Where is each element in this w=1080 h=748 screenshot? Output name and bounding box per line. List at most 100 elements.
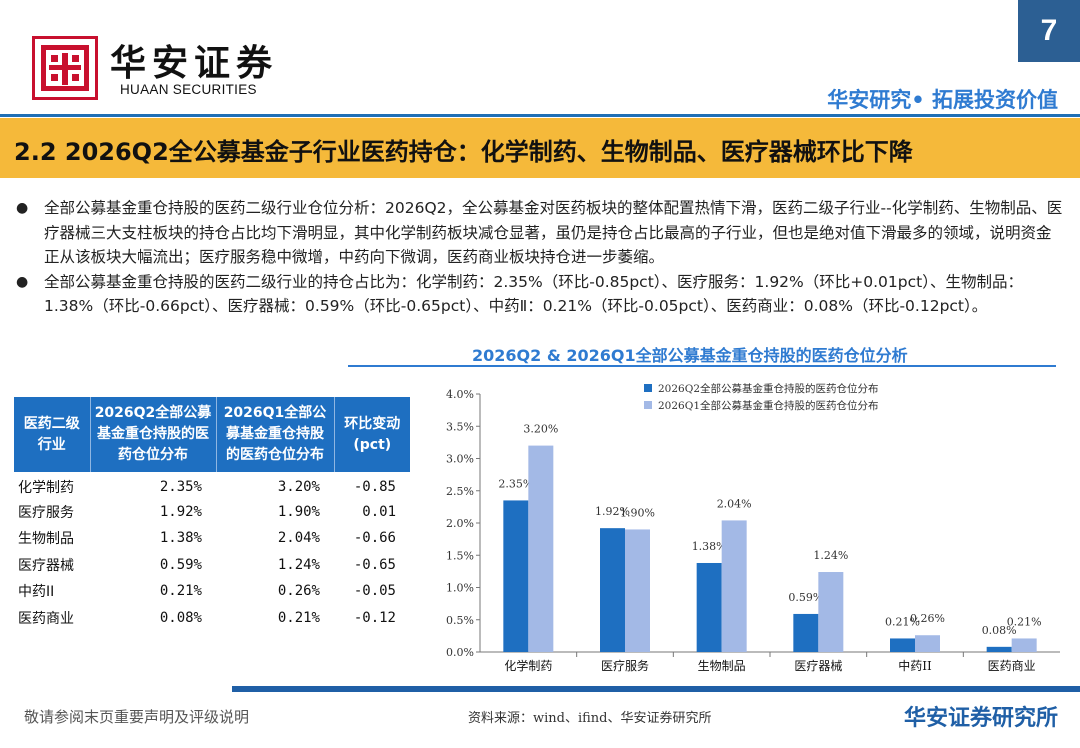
table-cell-industry: 中药II (18, 584, 55, 601)
y-tick-label: 4.0% (446, 388, 474, 401)
table-header-row: 医药二级行业 2026Q2全部公募基金重仓持股的医药仓位分布 2026Q1全部公… (14, 397, 410, 472)
table-cell-industry: 化学制药 (18, 480, 74, 497)
legend-label: 2026Q2全部公募基金重仓持股的医药仓位分布 (658, 382, 879, 395)
table-cell-value: -0.65 (353, 556, 396, 573)
chart-bar (890, 638, 915, 652)
table-cell-value: 0.08% (159, 609, 202, 626)
chart-bar (528, 445, 554, 652)
bar-value-label: 3.20% (523, 423, 558, 436)
bar-value-label: 0.26% (910, 612, 945, 625)
table-cell-value: 0.21% (277, 609, 320, 626)
bullet-list: ● 全部公募基金重仓持股的医药二级行业仓位分析：2026Q2，全公募基金对医药板… (14, 196, 1066, 319)
table-cell-value: 1.90% (277, 503, 320, 520)
bullet-dot-icon: ● (16, 200, 29, 216)
table-cell-value: 2.04% (277, 530, 320, 547)
y-tick-label: 0.5% (446, 614, 474, 627)
brand-name-en: HUAAN SECURITIES (120, 82, 257, 97)
x-category-label: 中药II (898, 658, 932, 673)
bar-value-label: 0.59% (788, 591, 823, 604)
x-category-label: 医疗服务 (601, 658, 649, 673)
bar-value-label: 2.04% (717, 497, 752, 510)
bar-value-label: 0.08% (982, 624, 1017, 637)
bullet-dot-icon: ● (16, 273, 29, 290)
table-cell-value: 1.92% (159, 503, 202, 520)
chart-title: 2026Q2 & 2026Q1全部公募基金重仓持股的医药仓位分析 (472, 346, 908, 365)
table-row: 生物制品 1.38% 2.04% -0.66 (14, 525, 410, 552)
table-cell-value: -0.85 (353, 479, 396, 496)
chart-bar (986, 646, 1012, 652)
chart-bar (503, 500, 529, 652)
header-divider (0, 114, 1080, 117)
chart-bar (818, 572, 844, 652)
bullet-item: ● 全部公募基金重仓持股的医药二级行业的持仓占比为：化学制药：2.35%（环比-… (14, 270, 1066, 319)
table-cell-value: 2.35% (159, 479, 202, 496)
table-cell-value: 0.26% (277, 583, 320, 600)
bar-value-label: 2.35% (498, 477, 533, 490)
chart-bar (1011, 638, 1037, 652)
table-cell-industry: 医药商业 (18, 610, 74, 627)
y-tick-label: 0.0% (446, 646, 474, 659)
chart-bar (915, 635, 940, 652)
footer-org: 华安证券研究所 (903, 706, 1058, 731)
chart-bar (793, 613, 819, 652)
legend-label: 2026Q1全部公募基金重仓持股的医药仓位分布 (658, 399, 879, 412)
table-row: 医疗服务 1.92% 1.90% 0.01 (14, 499, 410, 526)
y-tick-label: 3.5% (446, 420, 474, 433)
table-cell-value: 0.21% (159, 583, 202, 600)
footer-divider (232, 686, 1080, 692)
bar-value-label: 0.21% (1007, 615, 1042, 628)
section-title-band: 2.2 2026Q2全公募基金子行业医药持仓：化学制药、生物制品、医疗器械环比下… (0, 118, 1080, 178)
x-category-label: 化学制药 (504, 658, 552, 673)
bar-value-label: 0.21% (885, 615, 920, 628)
y-tick-label: 2.5% (446, 485, 474, 498)
y-tick-label: 3.0% (446, 453, 474, 466)
company-logo (32, 36, 98, 100)
section-title: 2.2 2026Q2全公募基金子行业医药持仓：化学制药、生物制品、医疗器械环比下… (14, 138, 913, 166)
chart-bar (625, 529, 650, 652)
bar-value-label: 1.90% (620, 506, 655, 519)
bar-value-label: 1.38% (692, 540, 727, 553)
position-table: 医药二级行业 2026Q2全部公募基金重仓持股的医药仓位分布 2026Q1全部公… (14, 397, 410, 631)
x-category-label: 医疗器械 (794, 658, 842, 673)
source-note: 资料来源：wind、ifind、华安证券研究所 (468, 711, 712, 726)
bar-value-label: 1.92% (595, 505, 630, 518)
table-header-cell: 环比变动(pct) (334, 397, 410, 472)
table-cell-value: 0.59% (159, 556, 202, 573)
table-cell-value: -0.66 (353, 530, 396, 547)
table-header-cell: 2026Q1全部公募基金重仓持股的医药仓位分布 (216, 397, 335, 472)
x-category-label: 生物制品 (698, 659, 746, 673)
chart-bar (696, 562, 722, 652)
chart-title-rule (348, 365, 1056, 367)
bullet-text: 全部公募基金重仓持股的医药二级行业仓位分析：2026Q2，全公募基金对医药板块的… (44, 199, 1063, 266)
table-cell-value: 0.01 (362, 503, 396, 520)
x-category-label: 医药商业 (988, 658, 1036, 673)
bullet-text: 全部公募基金重仓持股的医药二级行业的持仓占比为：化学制药：2.35%（环比-0.… (44, 272, 1023, 316)
page-number: 7 (1018, 0, 1080, 62)
table-cell-value: -0.05 (353, 583, 396, 600)
disclaimer-text: 敬请参阅末页重要声明及评级说明 (24, 708, 250, 726)
table-header-cell: 2026Q2全部公募基金重仓持股的医药仓位分布 (90, 397, 217, 472)
chart-bar (600, 528, 625, 652)
table-cell-value: 3.20% (277, 479, 320, 496)
table-cell-industry: 医疗器械 (18, 557, 74, 574)
bullet-item: ● 全部公募基金重仓持股的医药二级行业仓位分析：2026Q2，全公募基金对医药板… (14, 196, 1066, 270)
table-row: 医疗器械 0.59% 1.24% -0.65 (14, 552, 410, 579)
table-row: 化学制药 2.35% 3.20% -0.85 (14, 472, 410, 499)
y-tick-label: 1.5% (446, 549, 474, 562)
table-row: 医药商业 0.08% 0.21% -0.12 (14, 605, 410, 632)
table-cell-value: -0.12 (353, 609, 396, 626)
bar-chart: 0.0% 0.5% 1.0% 1.5% 2.0% 2.5% 3.0% 3.5% 4.0% 2.35… (446, 382, 1060, 673)
y-tick-label: 2.0% (446, 517, 474, 530)
legend-swatch (644, 401, 652, 409)
table-cell-value: 1.38% (159, 530, 202, 547)
table-cell-industry: 医疗服务 (18, 504, 74, 521)
brand-name-cn: 华安证券 (110, 42, 279, 84)
table-cell-value: 1.24% (277, 556, 320, 573)
bar-value-label: 1.24% (813, 549, 848, 562)
y-tick-label: 1.0% (446, 582, 474, 595)
legend-swatch (644, 384, 652, 392)
table-cell-industry: 生物制品 (18, 531, 74, 548)
chart-bar (721, 520, 747, 652)
table-header-cell: 医药二级行业 (14, 397, 91, 472)
slogan: 华安研究• 拓展投资价值 (827, 88, 1058, 112)
